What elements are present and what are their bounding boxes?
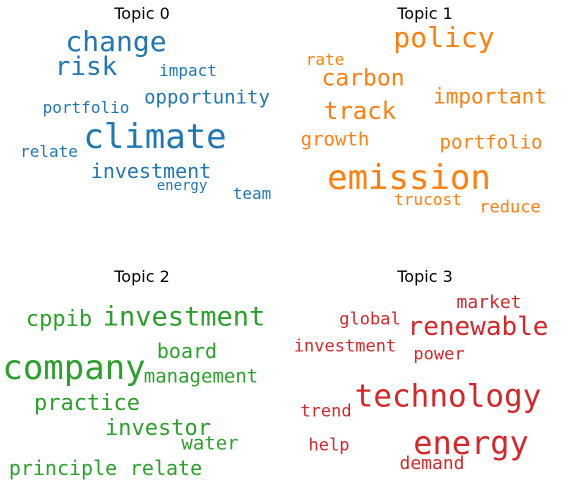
cloud-word: renewable bbox=[407, 312, 549, 342]
cloud-word: investment bbox=[102, 301, 266, 333]
cloud-word: climate bbox=[83, 117, 227, 157]
cloud-word: reduce bbox=[479, 197, 541, 218]
panel-title: Topic 2 bbox=[114, 267, 170, 286]
cloud-word: market bbox=[456, 292, 522, 313]
cloud-word: power bbox=[413, 344, 465, 365]
cloud-word: company bbox=[2, 348, 146, 388]
cloud-word: important bbox=[433, 84, 547, 109]
cloud-word: emission bbox=[327, 158, 491, 198]
cloud-word: investment bbox=[293, 336, 397, 357]
cloud-word: global bbox=[339, 309, 401, 330]
cloud-word: rate bbox=[305, 50, 345, 69]
cloud-word: portfolio bbox=[42, 98, 130, 117]
cloud-word: trucost bbox=[394, 190, 462, 209]
cloud-word: water bbox=[181, 432, 239, 455]
cloud-word: cppib bbox=[25, 307, 93, 332]
cloud-word: board bbox=[156, 339, 218, 363]
cloud-word: policy bbox=[393, 21, 495, 54]
cloud-word: demand bbox=[399, 453, 465, 474]
cloud-word: investor bbox=[105, 416, 211, 441]
panel-title: Topic 1 bbox=[397, 4, 453, 23]
cloud-word: energy bbox=[156, 178, 208, 194]
cloud-word: growth bbox=[300, 128, 370, 151]
panel-title: Topic 3 bbox=[397, 267, 453, 286]
cloud-word: portfolio bbox=[439, 131, 543, 154]
cloud-word: carbon bbox=[321, 65, 405, 92]
cloud-word: change bbox=[65, 25, 167, 58]
cloud-word: practice bbox=[34, 391, 140, 416]
cloud-word: help bbox=[308, 435, 350, 456]
cloud-word: impact bbox=[159, 61, 217, 80]
panel-title: Topic 0 bbox=[114, 4, 170, 23]
cloud-word: relate bbox=[129, 456, 203, 480]
cloud-word: team bbox=[232, 184, 272, 203]
cloud-word: opportunity bbox=[144, 86, 270, 109]
cloud-word: energy bbox=[413, 424, 529, 462]
cloud-word: trend bbox=[300, 401, 352, 422]
cloud-word: technology bbox=[354, 378, 542, 415]
cloud-word: relate bbox=[20, 142, 78, 161]
cloud-word: management bbox=[143, 365, 259, 388]
cloud-word: principle bbox=[8, 456, 118, 480]
cloud-word: risk bbox=[54, 52, 118, 82]
cloud-word: track bbox=[323, 97, 397, 125]
cloud-word: investment bbox=[90, 159, 212, 183]
